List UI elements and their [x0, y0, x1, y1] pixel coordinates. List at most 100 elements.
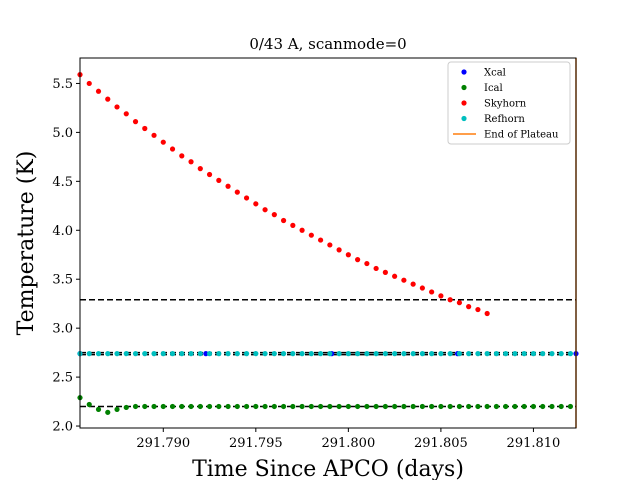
- y-axis-ticks: 2.0 2.5 3.0 3.5 4.0 4.5 5.0 5.5: [52, 77, 80, 435]
- skyhorn-point: [392, 273, 398, 279]
- skyhorn-point: [456, 300, 463, 306]
- legend-marker-ical: [461, 84, 467, 91]
- ical-point: [466, 403, 472, 410]
- refhorn-point: [484, 351, 490, 357]
- axes-frame: [79, 57, 577, 429]
- legend-marker-skyhorn: [461, 100, 467, 106]
- ical-point: [364, 403, 370, 410]
- skyhorn-point: [429, 289, 435, 295]
- refhorn-point: [262, 351, 268, 357]
- ical-point: [382, 403, 388, 410]
- refhorn-point: [355, 351, 361, 357]
- refhorn-point: [392, 351, 398, 357]
- refhorn-point: [317, 351, 324, 357]
- ical-point: [456, 403, 463, 410]
- legend-label-ical: Ical: [484, 83, 503, 94]
- skyhorn-point: [197, 166, 203, 172]
- refhorn-point: [197, 351, 203, 357]
- ical-point: [308, 403, 314, 410]
- skyhorn-point: [364, 260, 370, 267]
- ical-point: [493, 403, 500, 410]
- ical-point: [540, 403, 546, 410]
- ical-point: [567, 403, 574, 410]
- refhorn-point: [345, 351, 351, 357]
- ical-point: [290, 403, 296, 410]
- skyhorn-point: [142, 125, 148, 132]
- refhorn-point: [521, 351, 527, 357]
- refhorn-point: [512, 351, 518, 357]
- refhorn-point: [540, 351, 546, 357]
- skyhorn-point: [243, 195, 250, 201]
- ical-point: [512, 403, 518, 410]
- refhorn-point: [475, 351, 481, 357]
- ical-point: [429, 403, 435, 410]
- skyhorn-point: [475, 306, 481, 313]
- ical-point: [142, 403, 148, 410]
- skyhorn-point: [160, 139, 166, 145]
- ical-point: [355, 403, 361, 410]
- x-tick-label: 291.790: [136, 436, 190, 451]
- y-tick-label: 3.5: [52, 273, 73, 288]
- ical-point: [484, 403, 490, 410]
- refhorn-point: [456, 351, 463, 357]
- ical-point: [336, 403, 342, 410]
- ical-point: [160, 403, 166, 410]
- y-tick-label: 2.5: [52, 371, 73, 386]
- legend-label-refhorn: Refhorn: [484, 114, 525, 125]
- refhorn-point: [216, 351, 222, 357]
- skyhorn-point: [373, 265, 379, 272]
- refhorn-point: [290, 351, 296, 357]
- refhorn-point: [308, 351, 314, 357]
- refhorn-point: [188, 351, 194, 357]
- skyhorn-point: [280, 217, 287, 224]
- ical-point: [197, 403, 203, 410]
- ical-point: [549, 403, 555, 410]
- refhorn-point: [493, 351, 500, 357]
- refhorn-point: [280, 351, 287, 357]
- skyhorn-point: [216, 177, 222, 183]
- skyhorn-point: [271, 212, 277, 218]
- ical-point: [86, 401, 92, 408]
- refhorn-point: [373, 351, 379, 357]
- skyhorn-point: [355, 257, 361, 263]
- ical-point: [503, 403, 509, 410]
- skyhorn-point: [308, 232, 314, 238]
- legend-marker-xcal: [461, 69, 467, 75]
- ical-point: [169, 403, 176, 410]
- ical-point: [225, 403, 231, 410]
- skyhorn-point: [206, 171, 213, 178]
- legend-box: [447, 61, 571, 145]
- y-tick-label: 3.0: [52, 322, 73, 337]
- refhorn-point: [114, 351, 120, 357]
- ical-point: [530, 403, 537, 410]
- ical-point: [105, 409, 111, 415]
- ical-point: [243, 403, 250, 410]
- skyhorn-point: [317, 237, 324, 243]
- ical-point: [345, 403, 351, 410]
- refhorn-point: [567, 351, 574, 357]
- refhorn-point: [271, 351, 277, 357]
- skyhorn-point: [382, 269, 388, 275]
- skyhorn-point: [169, 146, 176, 152]
- y-tick-label: 5.0: [52, 126, 73, 141]
- skyhorn-point: [336, 247, 342, 253]
- refhorn-point: [86, 351, 92, 357]
- skyhorn-point: [123, 111, 129, 117]
- ical-point: [234, 403, 240, 410]
- refhorn-point: [429, 351, 435, 357]
- skyhorn-point: [410, 281, 416, 287]
- refhorn-point: [243, 351, 250, 357]
- ical-point: [114, 406, 120, 413]
- x-axis-label: Time Since APCO (days): [192, 457, 464, 480]
- y-tick-label: 4.5: [52, 175, 73, 190]
- refhorn-point: [410, 351, 416, 357]
- refhorn-point: [225, 351, 231, 357]
- refhorn-point: [549, 351, 555, 357]
- ical-point: [558, 403, 564, 410]
- skyhorn-point: [105, 96, 111, 102]
- ical-point: [299, 403, 305, 410]
- refhorn-point: [364, 351, 370, 357]
- x-tick-label: 291.795: [229, 436, 283, 451]
- skyhorn-point: [225, 183, 231, 189]
- x-tick-label: 291.800: [321, 436, 375, 451]
